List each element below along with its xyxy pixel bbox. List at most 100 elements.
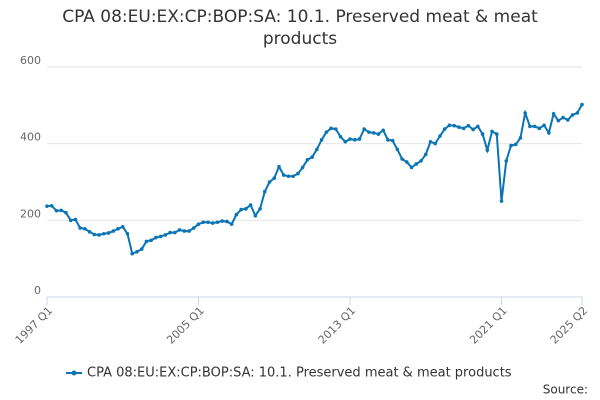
point bbox=[476, 124, 480, 129]
point bbox=[149, 238, 153, 243]
point bbox=[220, 219, 224, 223]
point bbox=[154, 235, 158, 240]
point bbox=[244, 207, 248, 211]
point bbox=[315, 147, 319, 152]
point bbox=[433, 141, 438, 146]
point bbox=[371, 131, 376, 135]
point bbox=[528, 124, 532, 129]
point bbox=[513, 142, 518, 147]
point bbox=[239, 207, 243, 212]
point bbox=[54, 208, 59, 213]
point bbox=[428, 139, 433, 144]
point bbox=[139, 247, 144, 251]
point bbox=[262, 189, 267, 194]
point bbox=[158, 234, 163, 239]
point bbox=[253, 213, 258, 218]
x-tick-label: 2013 Q1 bbox=[316, 304, 359, 347]
point bbox=[300, 165, 305, 170]
series-line bbox=[46, 104, 583, 256]
point bbox=[532, 124, 537, 129]
point bbox=[97, 233, 101, 237]
source: Source: bbox=[543, 383, 588, 397]
point bbox=[319, 138, 324, 142]
chart-title: CPA 08:EU:EX:CP:BOP:SA: 10.1. Preserved … bbox=[62, 7, 538, 49]
x-tick-label: 1997 Q1 bbox=[13, 304, 56, 347]
point bbox=[106, 231, 111, 235]
point bbox=[191, 226, 196, 230]
point bbox=[348, 137, 352, 141]
point bbox=[87, 230, 92, 234]
x-tick-label: 2021 Q1 bbox=[467, 304, 510, 347]
point bbox=[352, 138, 357, 142]
point bbox=[225, 219, 229, 224]
point bbox=[343, 139, 348, 144]
point bbox=[518, 136, 523, 140]
point bbox=[561, 115, 565, 120]
y-tick-label: 0 bbox=[34, 284, 41, 297]
point bbox=[523, 111, 527, 115]
point bbox=[177, 228, 182, 232]
point bbox=[102, 231, 106, 236]
point bbox=[570, 113, 575, 117]
point bbox=[499, 199, 504, 203]
point bbox=[206, 220, 210, 225]
point bbox=[229, 222, 234, 226]
point bbox=[267, 180, 272, 184]
point bbox=[248, 203, 253, 207]
point bbox=[272, 176, 277, 180]
x-tick-label: 2025 Q2 bbox=[548, 304, 591, 347]
point bbox=[565, 118, 570, 122]
point bbox=[542, 123, 546, 128]
point bbox=[362, 127, 367, 131]
point bbox=[537, 126, 542, 131]
point bbox=[438, 134, 442, 138]
point bbox=[461, 126, 466, 131]
point bbox=[324, 130, 329, 134]
point bbox=[390, 138, 395, 143]
point bbox=[163, 233, 168, 237]
point bbox=[305, 157, 310, 162]
point bbox=[466, 123, 471, 128]
point bbox=[210, 221, 215, 225]
legend-marker bbox=[71, 370, 77, 376]
point bbox=[575, 111, 580, 115]
point bbox=[551, 111, 556, 116]
point bbox=[376, 132, 381, 136]
point bbox=[367, 130, 371, 134]
point bbox=[386, 138, 390, 142]
point bbox=[547, 131, 551, 135]
point bbox=[182, 229, 187, 233]
point bbox=[556, 118, 561, 123]
point bbox=[201, 220, 206, 225]
point bbox=[92, 232, 97, 237]
point bbox=[494, 132, 499, 136]
point bbox=[83, 226, 87, 231]
point bbox=[130, 251, 135, 256]
point bbox=[286, 174, 291, 179]
x-tick-label: 2005 Q1 bbox=[164, 304, 207, 347]
point bbox=[405, 160, 409, 164]
point bbox=[68, 218, 73, 223]
point bbox=[442, 127, 447, 131]
point bbox=[291, 174, 295, 179]
point bbox=[59, 208, 64, 213]
point bbox=[78, 226, 82, 230]
point bbox=[409, 165, 414, 170]
point bbox=[168, 230, 172, 235]
point bbox=[196, 222, 201, 226]
point bbox=[329, 126, 333, 131]
point bbox=[49, 203, 54, 208]
point bbox=[580, 102, 584, 107]
point bbox=[357, 137, 362, 141]
point bbox=[457, 125, 461, 129]
y-tick-label: 600 bbox=[20, 54, 41, 67]
point bbox=[490, 129, 494, 134]
point bbox=[395, 147, 400, 152]
point bbox=[173, 230, 177, 235]
legend-label: CPA 08:EU:EX:CP:BOP:SA: 10.1. Preserved … bbox=[87, 366, 512, 381]
point bbox=[120, 225, 125, 229]
point bbox=[277, 164, 281, 169]
point bbox=[144, 239, 149, 244]
point bbox=[452, 123, 456, 128]
